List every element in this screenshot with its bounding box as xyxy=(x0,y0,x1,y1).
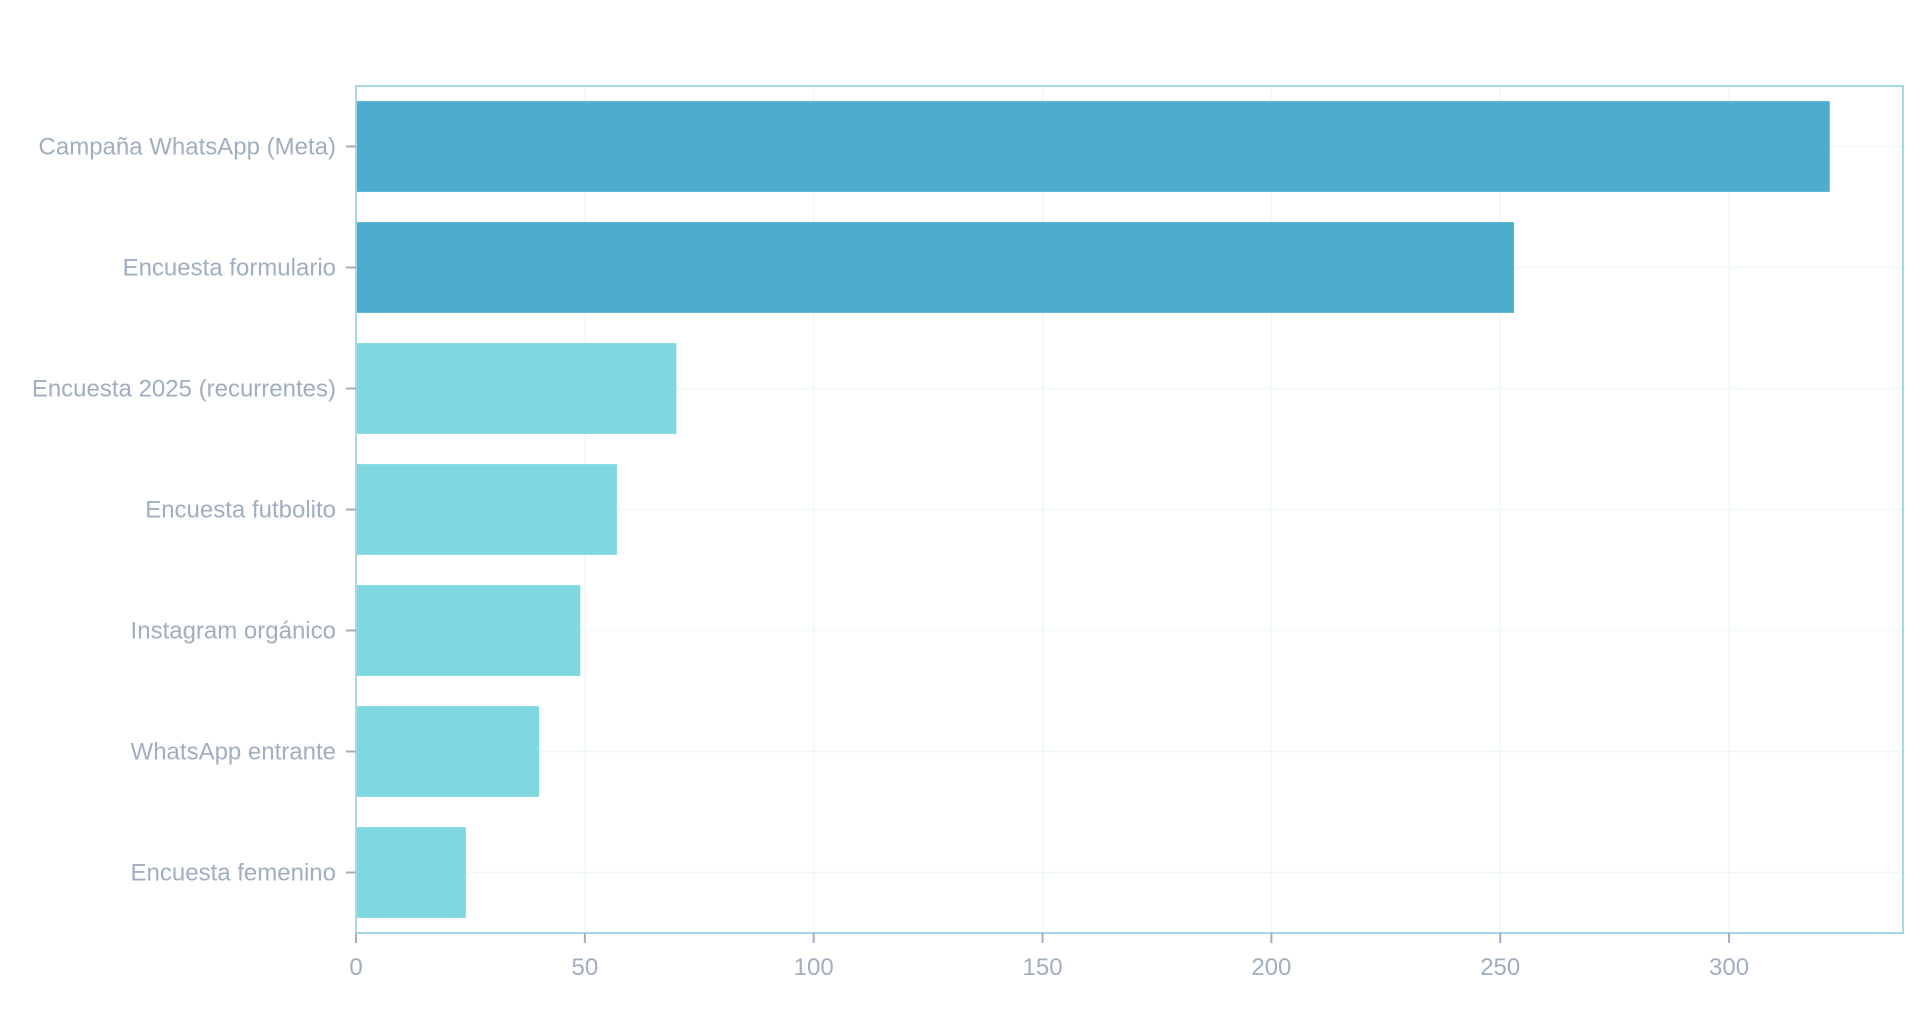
x-tick-label: 100 xyxy=(794,954,834,981)
y-tick-label: Encuesta femenino xyxy=(131,860,336,887)
bar xyxy=(356,464,617,555)
axes xyxy=(346,85,1904,943)
y-tick-label: Encuesta formulario xyxy=(123,255,336,282)
y-tick-label: WhatsApp entrante xyxy=(131,739,336,766)
y-axis-labels: Campaña WhatsApp (Meta) Encuesta formular… xyxy=(32,134,336,887)
bar xyxy=(356,343,677,434)
x-tick-label: 200 xyxy=(1251,954,1291,981)
x-tick-label: 150 xyxy=(1023,954,1063,981)
x-tick-label: 50 xyxy=(571,954,598,981)
x-tick-label: 250 xyxy=(1480,954,1520,981)
bar xyxy=(356,827,466,918)
bar xyxy=(356,706,540,797)
y-tick-label: Instagram orgánico xyxy=(131,618,336,645)
y-tick-label: Encuesta 2025 (recurrentes) xyxy=(32,376,336,403)
y-tick-label: Encuesta futbolito xyxy=(145,497,336,524)
bar xyxy=(356,101,1830,192)
x-tick-label: 0 xyxy=(349,954,362,981)
bars xyxy=(356,101,1830,918)
x-tick-label: 300 xyxy=(1709,954,1749,981)
x-axis-labels: 0 50 100 150 200 250 300 xyxy=(349,954,1749,981)
bar xyxy=(356,585,581,676)
y-tick-label: Campaña WhatsApp (Meta) xyxy=(39,134,336,161)
bar xyxy=(356,222,1514,313)
